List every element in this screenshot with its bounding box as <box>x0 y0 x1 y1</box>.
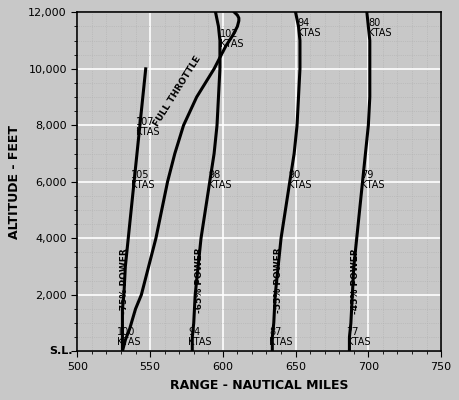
Text: -55% POWER: -55% POWER <box>273 248 282 314</box>
Text: 79
KTAS: 79 KTAS <box>360 170 384 190</box>
Y-axis label: ALTITUDE - FEET: ALTITUDE - FEET <box>8 125 21 239</box>
Text: 87
KTAS: 87 KTAS <box>269 327 292 347</box>
Text: 94
KTAS: 94 KTAS <box>297 18 320 38</box>
Text: 100
KTAS: 100 KTAS <box>116 327 140 347</box>
Text: 90
KTAS: 90 KTAS <box>288 170 311 190</box>
Text: 94
KTAS: 94 KTAS <box>188 327 211 347</box>
Text: -65% POWER: -65% POWER <box>195 248 204 314</box>
Text: S.L.: S.L. <box>50 346 73 356</box>
Text: 105
KTAS: 105 KTAS <box>131 170 154 190</box>
Text: 102
KTAS: 102 KTAS <box>219 29 243 49</box>
Text: FULL THROTTLE: FULL THROTTLE <box>152 54 202 128</box>
Text: -75% POWER: -75% POWER <box>120 248 129 314</box>
Text: 77
KTAS: 77 KTAS <box>346 327 369 347</box>
X-axis label: RANGE - NAUTICAL MILES: RANGE - NAUTICAL MILES <box>169 379 348 392</box>
Text: -45% POWER: -45% POWER <box>350 248 359 314</box>
Text: 80
KTAS: 80 KTAS <box>368 18 391 38</box>
Text: 98
KTAS: 98 KTAS <box>208 170 231 190</box>
Text: 107
KTAS: 107 KTAS <box>135 117 159 137</box>
